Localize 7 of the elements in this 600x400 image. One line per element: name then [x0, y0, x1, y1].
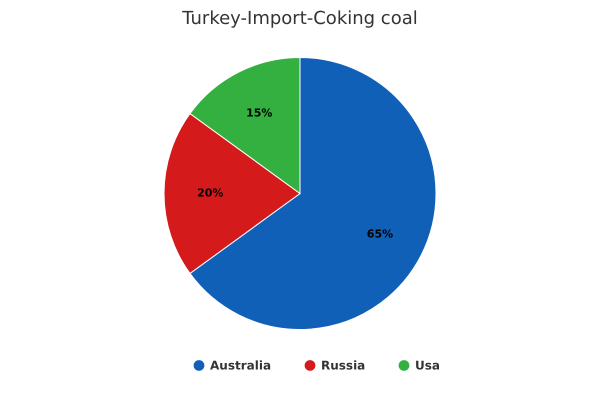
legend-label: Usa [415, 358, 440, 372]
legend-label: Australia [210, 358, 272, 372]
chart-title: Turkey-Import-Coking coal [181, 8, 418, 29]
data-label: 65% [366, 227, 394, 240]
data-label: 15% [246, 106, 272, 120]
data-label: 20% [197, 186, 224, 200]
legend-label: Russia [321, 358, 366, 372]
